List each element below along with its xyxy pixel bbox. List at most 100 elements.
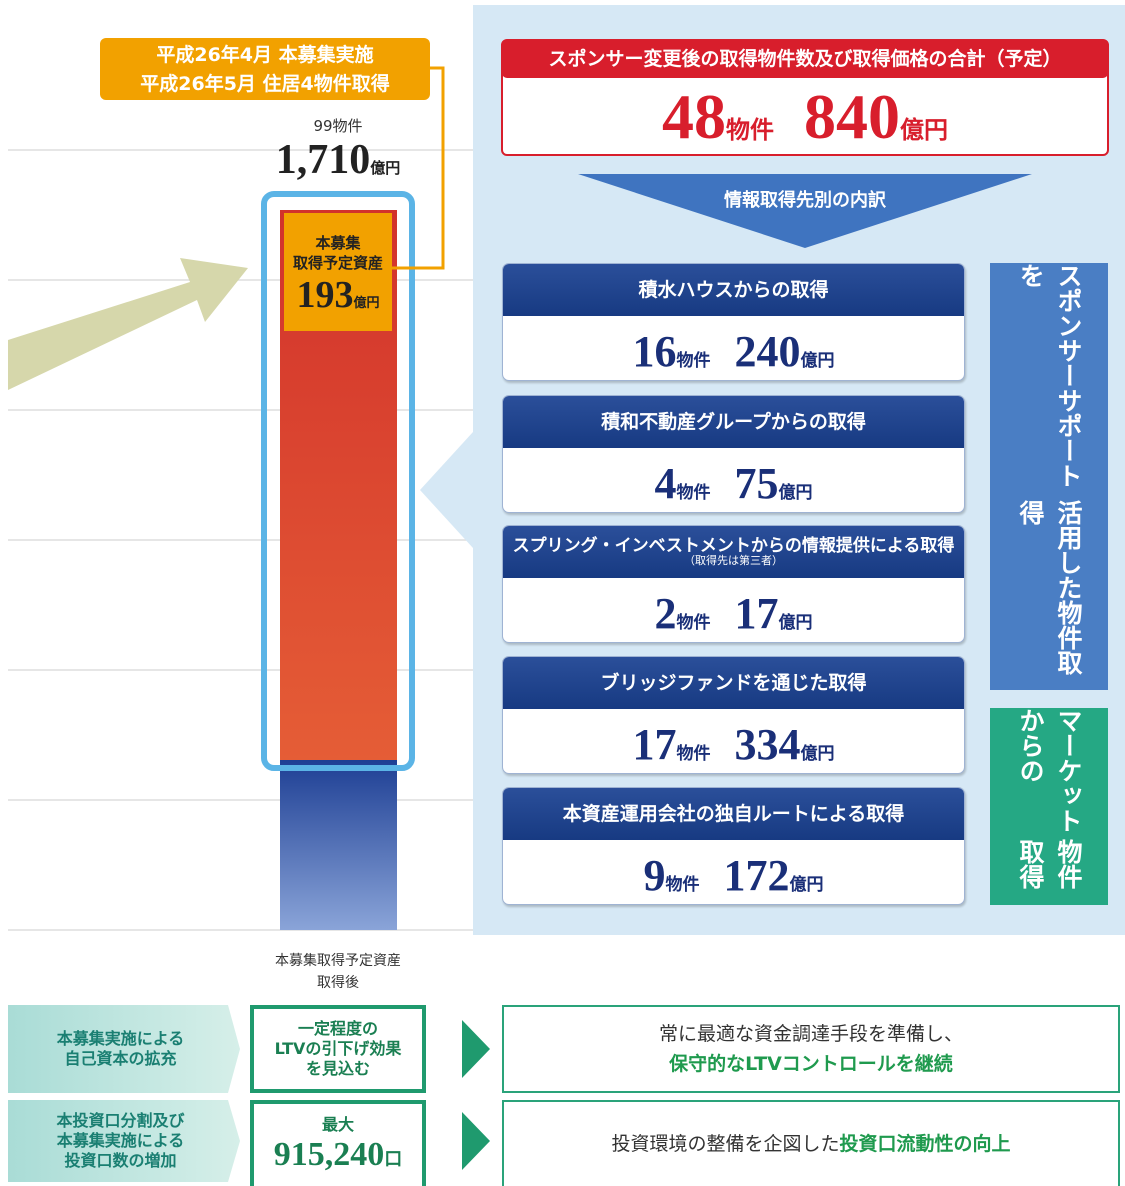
breakdown-chevron — [578, 174, 1032, 248]
growth-arrow — [8, 258, 248, 390]
card-body: 16 物件 240 億円 — [503, 316, 964, 380]
row-text: 本募集実施による — [56, 1131, 185, 1150]
row-right: 投資環境の整備を企図した 投資口流動性の向上 — [502, 1100, 1120, 1186]
card-count-unit: 物件 — [665, 875, 700, 895]
row-highlight: 投資口流動性の向上 — [839, 1133, 1011, 1155]
row-text: LTVの引下げ効果 — [274, 1039, 402, 1058]
card: 本資産運用会社の独自ルートによる取得 9 物件 172 億円 — [502, 787, 965, 905]
row-text: 本募集実施による — [56, 1029, 185, 1048]
highlight-frame — [261, 191, 415, 771]
bar-caption: 本募集取得予定資産 取得後 — [230, 950, 446, 994]
caption-line: 取得後 — [317, 975, 359, 991]
breakdown-title: 情報取得先別の内訳 — [724, 190, 886, 211]
offering-line: 取得予定資産 — [292, 254, 383, 272]
row-text: 常に最適な資金調達手段を準備し、 — [658, 1023, 963, 1045]
row-highlight: 保守的なLTVコントロールを継続 — [669, 1053, 953, 1075]
summary-header — [502, 40, 1108, 78]
callout-line: 平成26年5月 住居4物件取得 — [140, 73, 390, 95]
card-amount-unit: 億円 — [778, 613, 813, 633]
card-note: （取得先は第三者） — [684, 554, 783, 568]
side-label: マーケットからの物件取得 — [990, 708, 1108, 905]
row-right: 常に最適な資金調達手段を準備し、 保守的なLTVコントロールを継続 — [502, 1005, 1120, 1093]
bar-blue — [280, 760, 397, 930]
card-count-unit: 物件 — [676, 483, 711, 503]
card-count: 2 — [654, 589, 677, 638]
bar-amount: 1,710 — [275, 137, 371, 183]
summary-count: 48 — [662, 81, 726, 152]
row-chevron — [462, 1112, 490, 1170]
bar-total: 1,710億円 — [230, 136, 446, 184]
card-title: 本資産運用会社の独自ルートによる取得 — [562, 802, 905, 825]
card-header: 積和不動産グループからの取得 — [503, 396, 964, 448]
card-count: 9 — [643, 851, 666, 900]
pointer — [420, 432, 473, 548]
card-count-unit: 物件 — [676, 351, 711, 371]
summary-values: 48物件 840億円 — [502, 80, 1108, 154]
card-amount-unit: 億円 — [800, 351, 835, 371]
offering-amount: 193 — [296, 274, 354, 316]
card-header: 積水ハウスからの取得 — [503, 264, 964, 316]
row-arrow — [8, 1100, 240, 1182]
row-value: 915,240 — [273, 1136, 385, 1173]
row-chevron — [462, 1020, 490, 1078]
side-label-line: マーケットからの — [1016, 708, 1083, 833]
card-amount-unit: 億円 — [800, 744, 835, 764]
side-box-blue — [990, 263, 1108, 690]
card-title: ブリッジファンドを通じた取得 — [600, 671, 867, 694]
offering-line: 本募集 — [315, 234, 361, 252]
card-body: 2 物件 17 億円 — [503, 578, 964, 642]
connector — [392, 66, 445, 270]
side-label-line: スポンサーサポートを — [1016, 263, 1083, 488]
row-middle: 一定程度の LTVの引下げ効果 を見込む — [250, 1005, 426, 1093]
card-title: 積水ハウスからの取得 — [638, 278, 829, 301]
offering-unit: 億円 — [353, 296, 380, 311]
card-title: 積和不動産グループからの取得 — [601, 410, 866, 433]
bar-unit: 億円 — [370, 159, 401, 177]
summary-amount-unit: 億円 — [900, 116, 948, 144]
caption-line: 本募集取得予定資産 — [275, 953, 401, 969]
card-count: 4 — [654, 459, 677, 508]
card-body: 17 物件 334 億円 — [503, 709, 964, 773]
row-text: 投資口数の増加 — [64, 1151, 177, 1170]
card-amount-unit: 億円 — [778, 483, 813, 503]
card-header: ブリッジファンドを通じた取得 — [503, 657, 964, 709]
row-left: 本募集実施による 自己資本の拡充 — [8, 1005, 233, 1093]
card-header: 本資産運用会社の独自ルートによる取得 — [503, 788, 964, 840]
card-count-unit: 物件 — [676, 744, 711, 764]
card-count: 16 — [632, 327, 677, 376]
row-text: 本投資口分割及び — [56, 1111, 185, 1130]
callout: 平成26年4月 本募集実施 平成26年5月 住居4物件取得 — [100, 38, 430, 100]
offering-box: 本募集 取得予定資産 193億円 — [284, 213, 392, 331]
grid-lines — [8, 149, 473, 931]
card-count-unit: 物件 — [676, 613, 711, 633]
side-label-line: 物件取得 — [1016, 839, 1083, 890]
summary-title: スポンサー変更後の取得物件数及び取得価格の合計（予定） — [548, 48, 1062, 70]
card: ブリッジファンドを通じた取得 17 物件 334 億円 — [502, 656, 965, 774]
bar-count: 99物件 — [313, 117, 363, 135]
card-body: 9 物件 172 億円 — [503, 840, 964, 904]
card: 積和不動産グループからの取得 4 物件 75 億円 — [502, 395, 965, 513]
row-text: を見込む — [305, 1059, 370, 1078]
card: 積水ハウスからの取得 16 物件 240 億円 — [502, 263, 965, 381]
summary-count-unit: 物件 — [726, 116, 774, 144]
row-middle: 最大 915,240口 — [250, 1100, 426, 1186]
summary-amount: 840 — [804, 81, 900, 152]
card-amount: 172 — [723, 851, 790, 900]
row-text: 投資環境の整備を企図した — [611, 1133, 840, 1155]
card-amount: 240 — [734, 327, 801, 376]
card: スプリング・インベストメントからの情報提供による取得 （取得先は第三者） 2 物件 17… — [502, 525, 965, 643]
row-left: 本投資口分割及び 本募集実施による 投資口数の増加 — [8, 1100, 233, 1182]
card-body: 4 物件 75 億円 — [503, 448, 964, 512]
row-text: 一定程度の — [297, 1019, 378, 1038]
card-title: スプリング・インベストメントからの情報提供による取得 — [512, 535, 955, 556]
row-text: 最大 — [321, 1115, 354, 1134]
row-arrow — [8, 1005, 240, 1093]
row-unit: 口 — [384, 1149, 403, 1170]
side-box-green — [990, 708, 1108, 905]
card-amount-unit: 億円 — [789, 875, 824, 895]
callout-line: 平成26年4月 本募集実施 — [156, 44, 374, 66]
row-text: 自己資本の拡充 — [64, 1049, 177, 1068]
card-amount: 17 — [734, 589, 779, 638]
card-amount: 75 — [734, 459, 779, 508]
